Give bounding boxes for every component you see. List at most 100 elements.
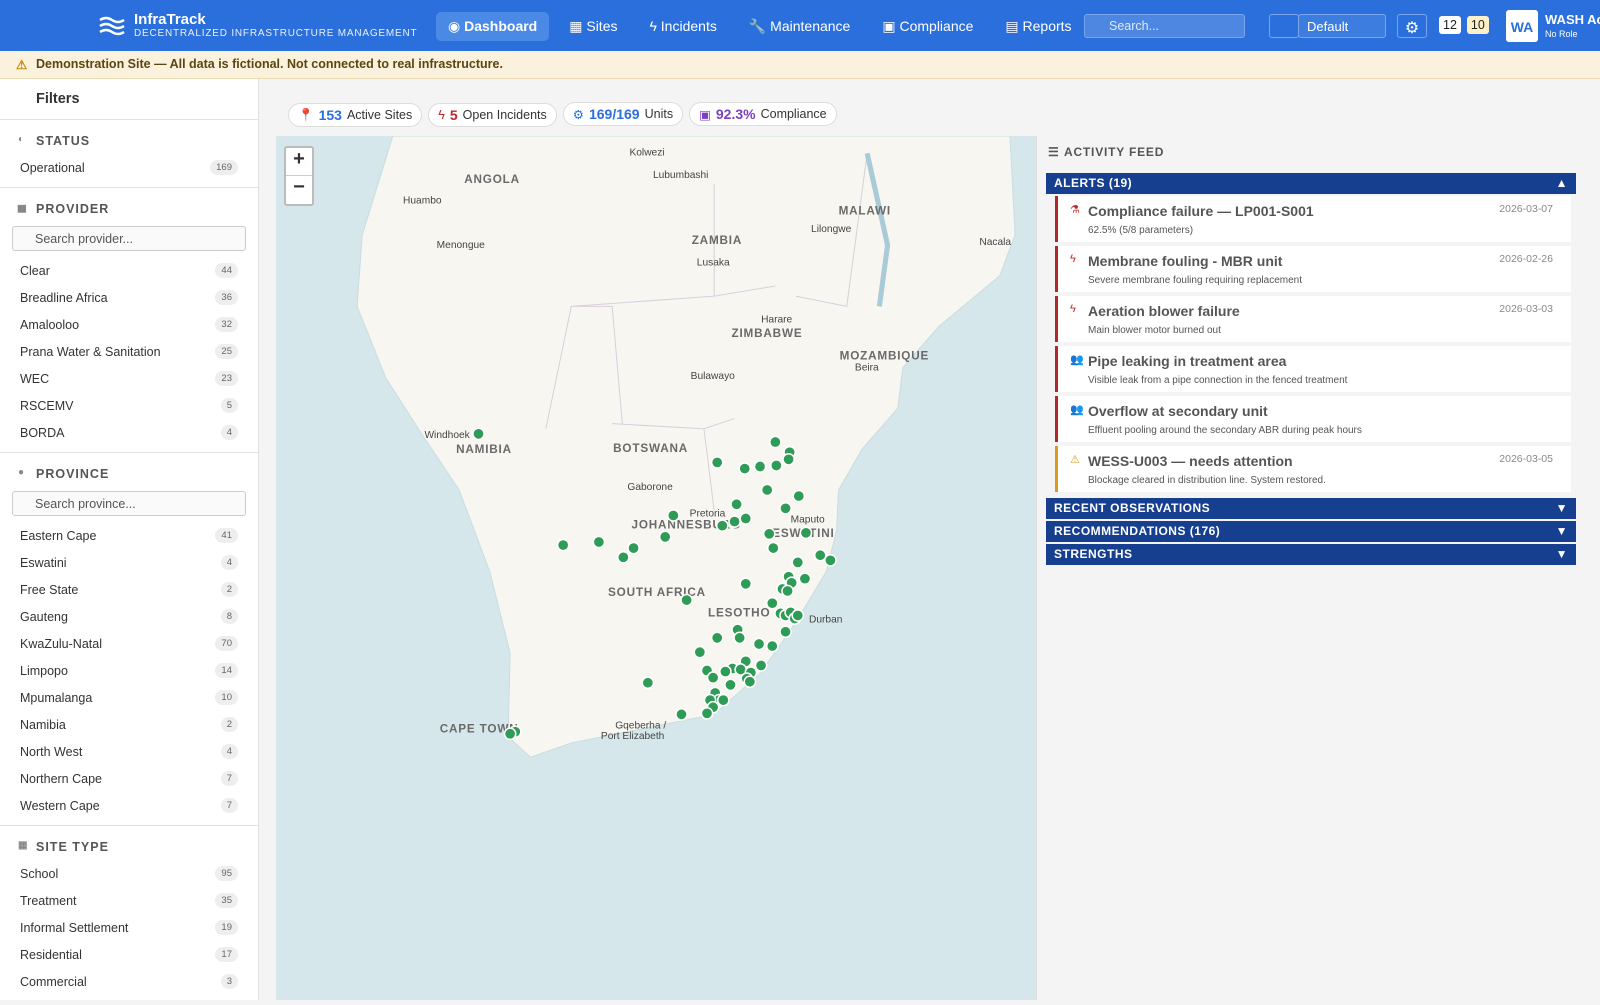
- site-marker[interactable]: [693, 645, 707, 659]
- filter-item[interactable]: Operational 169: [0, 154, 258, 181]
- filter-item[interactable]: BORDA 4: [0, 419, 258, 446]
- site-marker[interactable]: [766, 541, 780, 555]
- site-marker[interactable]: [472, 427, 485, 441]
- site-marker[interactable]: [658, 530, 672, 544]
- alert-item[interactable]: 👥 Overflow at secondary unit Effluent pool…: [1055, 396, 1571, 442]
- feed-section-header[interactable]: RECENT OBSERVATIONS ▼: [1046, 498, 1576, 519]
- nav-item[interactable]: ϟ Incidents: [649, 18, 717, 34]
- site-marker[interactable]: [762, 527, 776, 541]
- nav-item[interactable]: 🔧 Maintenance: [748, 18, 851, 34]
- filter-item[interactable]: Northern Cape 7: [0, 765, 258, 792]
- alert-title: Overflow at secondary unit: [1088, 403, 1268, 419]
- site-marker[interactable]: [728, 515, 741, 528]
- site-marker[interactable]: [782, 452, 795, 466]
- settings[interactable]: ⚙: [1397, 14, 1427, 38]
- site-marker[interactable]: [556, 538, 570, 552]
- site-marker[interactable]: [769, 459, 783, 472]
- site-marker[interactable]: [760, 483, 774, 497]
- filter-item[interactable]: Limpopo 14: [0, 657, 258, 684]
- feed-section-header[interactable]: STRENGTHS ▼: [1046, 544, 1576, 565]
- filter-item[interactable]: Commercial 3: [0, 968, 258, 995]
- filter-search[interactable]: Search province...: [12, 491, 246, 516]
- site-marker[interactable]: [824, 553, 837, 567]
- site-marker[interactable]: [730, 497, 743, 511]
- site-marker[interactable]: [753, 460, 767, 473]
- site-marker[interactable]: [710, 456, 724, 469]
- filter-item[interactable]: Amalooloo 32: [0, 311, 258, 338]
- alert-item[interactable]: ϟ Membrane fouling - MBR unit Severe membr…: [1055, 246, 1571, 292]
- filter-item[interactable]: School 95: [0, 860, 258, 887]
- site-marker[interactable]: [700, 706, 714, 720]
- site-marker[interactable]: [768, 435, 782, 449]
- site-marker[interactable]: [724, 678, 737, 692]
- filter-item[interactable]: RSCEMV 5: [0, 392, 258, 419]
- site-marker[interactable]: [779, 501, 792, 515]
- avatar[interactable]: WA: [1506, 10, 1538, 42]
- site-marker[interactable]: [743, 675, 757, 689]
- zoom-out[interactable]: −: [293, 176, 305, 198]
- filter-item[interactable]: North West 4: [0, 738, 258, 765]
- site-marker[interactable]: [799, 526, 813, 540]
- filter-search[interactable]: Search provider...: [12, 226, 246, 251]
- site-marker[interactable]: [752, 637, 766, 651]
- site-marker[interactable]: [738, 462, 752, 475]
- alert-item[interactable]: ϟ Aeration blower failure Main blower moto…: [1055, 296, 1571, 342]
- site-marker[interactable]: [765, 639, 779, 653]
- site-marker[interactable]: [813, 548, 827, 562]
- site-marker[interactable]: [675, 708, 688, 721]
- site-marker[interactable]: [791, 556, 805, 569]
- alerts-title: ALERTS (19): [1054, 176, 1133, 190]
- alerts-header[interactable]: ALERTS (19) ▲: [1046, 173, 1576, 194]
- site-marker[interactable]: [765, 596, 779, 610]
- nav-item[interactable]: ▣ Compliance: [882, 18, 974, 34]
- nav-item[interactable]: ▦ Sites: [569, 18, 618, 34]
- filter-item[interactable]: Western Cape 7: [0, 792, 258, 819]
- filter-item[interactable]: WEC 23: [0, 365, 258, 392]
- site-marker[interactable]: [592, 535, 606, 549]
- filter-item[interactable]: Mpumalanga 10: [0, 684, 258, 711]
- site-marker[interactable]: [798, 572, 812, 586]
- site-marker[interactable]: [718, 665, 732, 678]
- site-marker[interactable]: [754, 659, 768, 672]
- alert-item[interactable]: ⚗ Compliance failure — LP001-S001 62.5% (5…: [1055, 196, 1571, 242]
- site-marker[interactable]: [781, 584, 794, 598]
- filter-item[interactable]: Treatment 35: [0, 887, 258, 914]
- grid-button[interactable]: [1269, 14, 1299, 38]
- site-marker[interactable]: [779, 625, 792, 639]
- nav-label: Compliance: [899, 18, 974, 34]
- site-marker[interactable]: [716, 693, 730, 707]
- filter-item[interactable]: Clear 44: [0, 257, 258, 284]
- nav-item[interactable]: ▤ Reports: [1005, 18, 1072, 34]
- site-marker[interactable]: [733, 631, 747, 645]
- site-marker[interactable]: [792, 489, 806, 503]
- filter-item[interactable]: Free State 2: [0, 576, 258, 603]
- filter-item[interactable]: Gauteng 8: [0, 603, 258, 630]
- feed-section-header[interactable]: RECOMMENDATIONS (176) ▼: [1046, 521, 1576, 542]
- filter-item[interactable]: Eswatini 4: [0, 549, 258, 576]
- filter-item[interactable]: Prana Water & Sanitation 25: [0, 338, 258, 365]
- site-marker[interactable]: [503, 727, 517, 741]
- filter-item[interactable]: Residential 17: [0, 941, 258, 968]
- search[interactable]: Search...: [1084, 14, 1245, 38]
- filter-item[interactable]: Breadline Africa 36: [0, 284, 258, 311]
- filter-item[interactable]: Informal Settlement 19: [0, 914, 258, 941]
- select[interactable]: Default: [1298, 14, 1386, 38]
- filter-item[interactable]: KwaZulu-Natal 70: [0, 630, 258, 657]
- site-marker[interactable]: [666, 509, 680, 522]
- site-marker[interactable]: [739, 577, 753, 591]
- site-marker[interactable]: [715, 519, 729, 533]
- zoom-in[interactable]: +: [286, 148, 312, 176]
- alert-item[interactable]: 👥 Pipe leaking in treatment area Visible l…: [1055, 346, 1571, 392]
- site-marker[interactable]: [641, 676, 655, 690]
- site-marker[interactable]: [616, 550, 630, 564]
- site-marker[interactable]: [627, 541, 640, 555]
- site-marker[interactable]: [739, 512, 753, 525]
- filter-item[interactable]: Namibia 2: [0, 711, 258, 738]
- site-marker[interactable]: [710, 631, 724, 645]
- filter-item[interactable]: Eastern Cape 41: [0, 522, 258, 549]
- site-marker[interactable]: [791, 609, 805, 622]
- nav-item[interactable]: ◉ Dashboard: [436, 12, 550, 41]
- site-marker[interactable]: [680, 593, 693, 607]
- site-marker[interactable]: [706, 671, 720, 685]
- alert-item[interactable]: ⚠ WESS-U003 — needs attention Blockage cle…: [1055, 446, 1571, 492]
